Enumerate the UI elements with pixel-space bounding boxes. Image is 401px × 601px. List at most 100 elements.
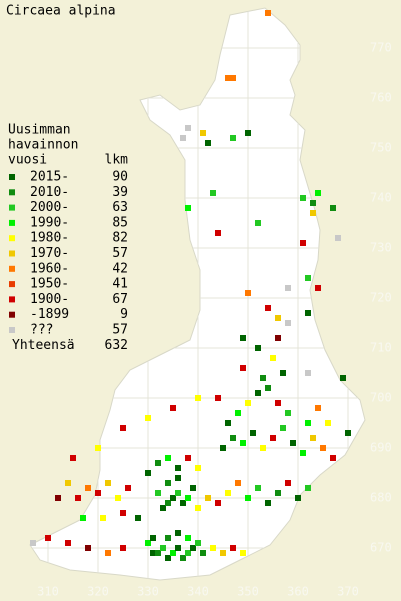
observation-square [265, 385, 271, 391]
x-axis-label: 370 [337, 585, 359, 599]
legend-label: -1899 [30, 307, 69, 322]
observation-square [80, 515, 86, 521]
observation-square [170, 495, 176, 501]
observation-square [310, 200, 316, 206]
observation-square [240, 550, 246, 556]
observation-square [220, 550, 226, 556]
x-axis-label: 330 [137, 585, 159, 599]
observation-square [85, 545, 91, 551]
legend-swatch [9, 311, 15, 318]
observation-square [305, 275, 311, 281]
legend-label: 2010- [30, 185, 69, 200]
observation-square [215, 230, 221, 236]
legend-total-label: Yhteensä [12, 338, 75, 353]
y-axis-label: 720 [370, 291, 392, 305]
observation-square [175, 530, 181, 536]
observation-square [330, 455, 336, 461]
legend-label: 2000- [30, 200, 69, 215]
y-axis-label: 690 [370, 441, 392, 455]
legend-count: 42 [112, 261, 128, 276]
observation-square [240, 440, 246, 446]
observation-square [180, 500, 186, 506]
observation-square [160, 545, 166, 551]
observation-square [285, 410, 291, 416]
legend-count: 67 [112, 292, 128, 307]
observation-square [155, 490, 161, 496]
observation-square [270, 355, 276, 361]
observation-square [55, 495, 61, 501]
legend-swatch [9, 281, 15, 288]
observation-square [120, 425, 126, 431]
observation-square [225, 490, 231, 496]
observation-square [230, 75, 236, 81]
y-axis-label: 710 [370, 341, 392, 355]
observation-square [215, 500, 221, 506]
observation-square [65, 540, 71, 546]
observation-square [235, 410, 241, 416]
legend-label: 1980- [30, 231, 69, 246]
x-axis-label: 320 [87, 585, 109, 599]
observation-square [310, 435, 316, 441]
observation-square [220, 445, 226, 451]
observation-square [175, 465, 181, 471]
observation-square [170, 550, 176, 556]
observation-square [275, 315, 281, 321]
legend-swatch [9, 189, 15, 196]
observation-square [200, 550, 206, 556]
observation-square [195, 395, 201, 401]
observation-square [205, 495, 211, 501]
observation-square [260, 375, 266, 381]
observation-square [195, 505, 201, 511]
legend-label: 1970- [30, 246, 69, 261]
observation-square [180, 135, 186, 141]
legend-swatch [9, 235, 15, 242]
legend-count: 57 [112, 323, 128, 338]
y-axis-label: 740 [370, 191, 392, 205]
observation-square [175, 545, 181, 551]
observation-square [215, 395, 221, 401]
observation-square [200, 130, 206, 136]
legend-heading: Uusimman [8, 123, 71, 138]
observation-square [30, 540, 36, 546]
observation-square [345, 430, 351, 436]
observation-square [315, 190, 321, 196]
observation-square [320, 445, 326, 451]
legend-count: 39 [112, 185, 128, 200]
observation-square [230, 135, 236, 141]
observation-square [280, 425, 286, 431]
legend-label: 1950- [30, 277, 69, 292]
legend-total: 632 [105, 338, 128, 353]
x-axis-label: 360 [287, 585, 309, 599]
y-axis-label: 760 [370, 91, 392, 105]
observation-square [260, 445, 266, 451]
observation-square [290, 440, 296, 446]
observation-square [190, 545, 196, 551]
observation-square [235, 480, 241, 486]
observation-square [300, 450, 306, 456]
legend-label: 2015- [30, 170, 69, 185]
observation-square [70, 455, 76, 461]
observation-square [275, 400, 281, 406]
legend-label: 1990- [30, 215, 69, 230]
observation-square [245, 130, 251, 136]
observation-square [75, 495, 81, 501]
observation-square [255, 390, 261, 396]
observation-square [180, 555, 186, 561]
observation-square [340, 375, 346, 381]
legend-count: 63 [112, 200, 128, 215]
observation-square [175, 475, 181, 481]
y-axis-label: 700 [370, 391, 392, 405]
observations [30, 10, 351, 561]
observation-square [225, 75, 231, 81]
observation-square [125, 485, 131, 491]
observation-square [185, 550, 191, 556]
legend-heading: havainnon [8, 138, 78, 153]
legend-count: 9 [120, 307, 128, 322]
legend-swatch [9, 174, 15, 180]
observation-square [150, 550, 156, 556]
observation-square [305, 485, 311, 491]
observation-square [255, 485, 261, 491]
observation-square [255, 220, 261, 226]
observation-square [120, 510, 126, 516]
observation-square [270, 435, 276, 441]
